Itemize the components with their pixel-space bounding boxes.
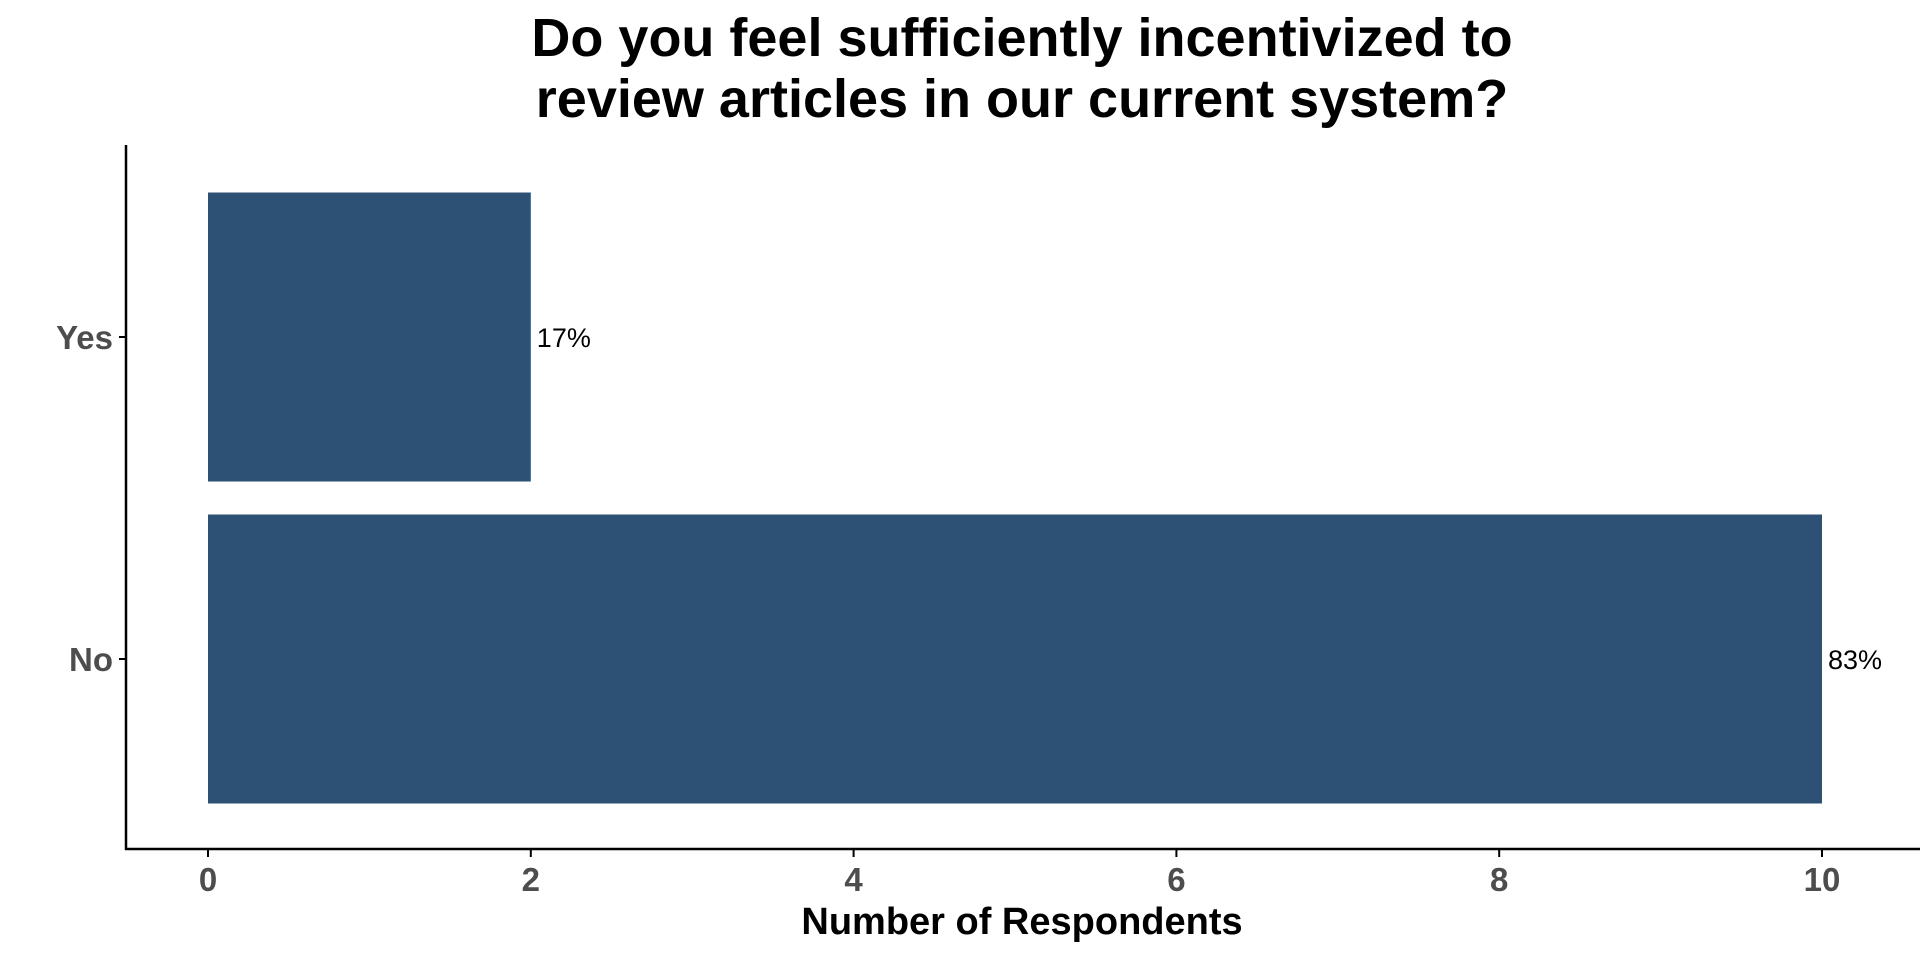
- x-tick-label-4: 4: [844, 861, 863, 898]
- data-label-yes: 17%: [537, 323, 591, 353]
- y-tick-label-yes: Yes: [56, 319, 113, 356]
- chart-title-line-2: review articles in our current system?: [536, 69, 1508, 129]
- chart-title-line-1: Do you feel sufficiently incentivized to: [531, 8, 1512, 68]
- plot-area: Yes 17% No 83% 0 2 4 6 8 10: [56, 145, 1920, 898]
- x-tick-label-2: 2: [522, 861, 540, 898]
- x-axis-label: Number of Respondents: [801, 901, 1242, 943]
- bar-no: [208, 514, 1822, 804]
- bar-yes: [208, 192, 531, 482]
- x-tick-label-6: 6: [1167, 861, 1185, 898]
- x-tick-label-8: 8: [1490, 861, 1508, 898]
- x-tick-label-0: 0: [199, 861, 217, 898]
- y-tick-label-no: No: [69, 641, 113, 678]
- data-label-no: 83%: [1828, 645, 1882, 675]
- x-tick-label-10: 10: [1804, 861, 1841, 898]
